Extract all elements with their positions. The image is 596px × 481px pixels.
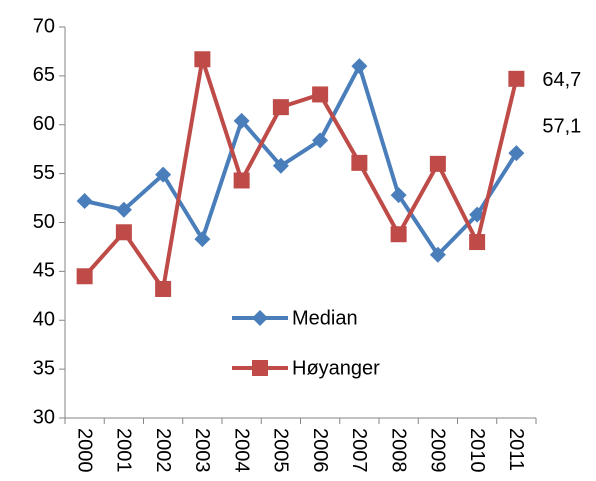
data-point [508, 145, 525, 162]
data-point [76, 192, 93, 209]
data-point [351, 58, 368, 75]
x-tick-label: 2009 [427, 428, 449, 473]
data-point [155, 280, 172, 297]
data-point [272, 157, 289, 174]
data-label: 64,7 [542, 69, 581, 91]
data-point [76, 268, 93, 285]
x-tick-label: 2006 [309, 428, 331, 473]
x-tick-label: 2000 [73, 428, 95, 473]
y-tick-label: 40 [33, 309, 55, 331]
legend-marker [252, 360, 268, 376]
data-point [194, 231, 211, 248]
data-point [115, 201, 132, 218]
y-tick-label: 45 [33, 260, 55, 282]
data-point [469, 234, 486, 251]
data-point [312, 132, 329, 149]
x-tick-label: 2007 [348, 428, 370, 473]
x-tick-label: 2011 [505, 428, 527, 471]
y-tick-label: 65 [33, 64, 55, 86]
series-line [84, 64, 519, 257]
x-tick-label: 2004 [230, 428, 252, 473]
data-point [194, 51, 211, 68]
y-tick-label: 60 [33, 113, 55, 135]
x-tick-label: 2001 [113, 428, 135, 473]
x-tick-label: 2002 [152, 428, 174, 473]
data-point [115, 224, 132, 241]
data-point [233, 172, 250, 189]
data-point [233, 112, 250, 129]
y-tick-label: 35 [33, 357, 55, 379]
x-tick-label: 2003 [191, 428, 213, 473]
x-tick-label: 2005 [270, 428, 292, 473]
x-tick-label: 2008 [387, 428, 409, 473]
series-line [83, 57, 519, 291]
data-point [351, 154, 368, 171]
y-tick-label: 50 [33, 211, 55, 233]
data-label: 57,1 [542, 115, 581, 137]
y-tick-label: 30 [33, 406, 55, 428]
data-point [429, 246, 446, 263]
data-point [272, 99, 289, 116]
data-point [508, 70, 525, 87]
y-tick-label: 55 [33, 162, 55, 184]
legend-label: Median [292, 307, 358, 329]
data-point [390, 187, 407, 204]
legend-marker [252, 310, 268, 326]
legend-label: Høyanger [292, 357, 380, 379]
y-tick-label: 70 [33, 15, 55, 37]
data-point [155, 166, 172, 183]
data-point [390, 226, 407, 243]
data-point [312, 86, 329, 103]
data-point [429, 155, 446, 172]
x-tick-label: 2010 [466, 428, 488, 473]
